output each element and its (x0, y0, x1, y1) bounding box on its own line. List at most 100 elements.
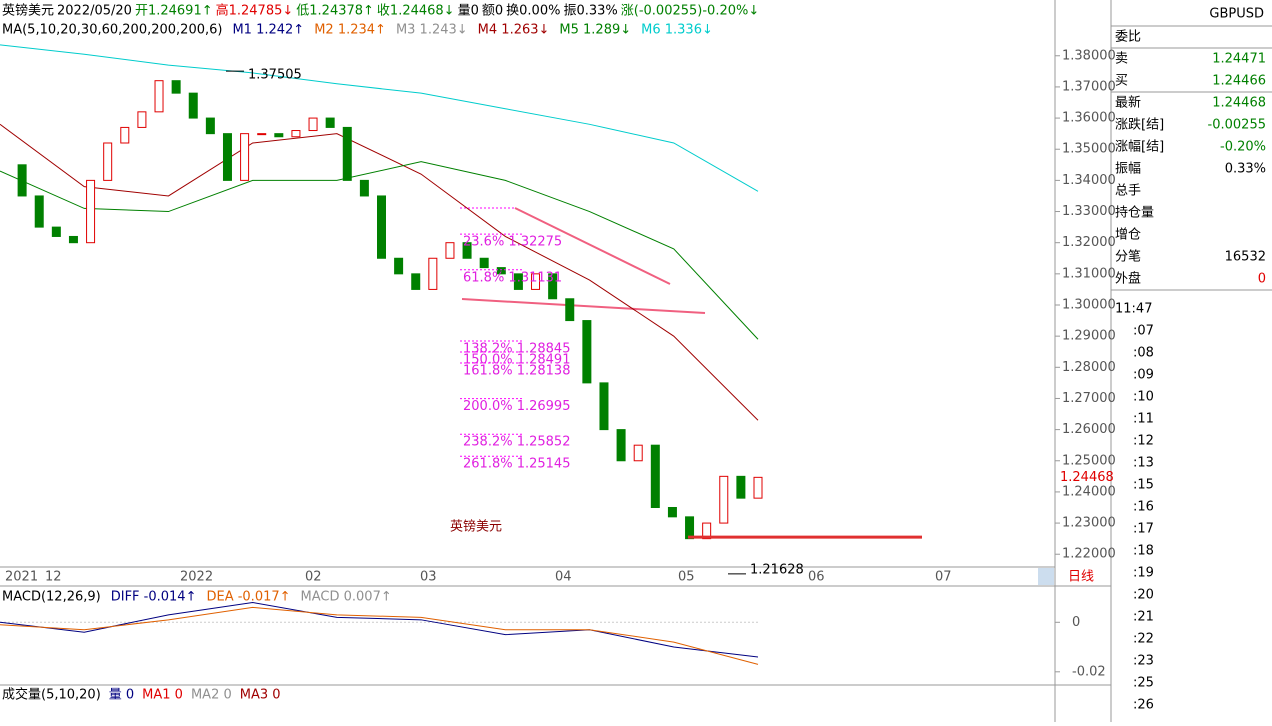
y-tick-label: 1.33000 (1062, 204, 1116, 219)
header-item: 低1.24378↑ (296, 4, 374, 19)
time: :07 (1133, 324, 1154, 339)
ma-legend-item: M5 1.289↓ (559, 23, 631, 38)
x-tick-label: 03 (420, 570, 437, 585)
candle (667, 506, 677, 518)
time: :13 (1133, 456, 1154, 471)
period[interactable]: 日线 (1068, 570, 1094, 585)
candle (342, 126, 352, 181)
trend-line (514, 207, 671, 285)
panel-label: 增仓 (1115, 228, 1141, 243)
macd-legend-item: MACD 0.007↑ (301, 590, 392, 605)
chart-title: 英镑美元 (450, 519, 502, 535)
candle (599, 382, 609, 431)
candle (51, 226, 61, 237)
panel-value: 1.24468 (1212, 96, 1266, 111)
ma-legend-item: M1 1.242↑ (232, 23, 304, 38)
panel-label: 持仓量 (1115, 206, 1154, 221)
panel-value: 1.24466 (1212, 74, 1266, 89)
candle (513, 273, 523, 290)
time: :22 (1133, 632, 1154, 647)
macd-legend-item: MACD(12,26,9) (2, 590, 101, 605)
header-item: 英镑美元 (2, 3, 54, 19)
candle (291, 130, 301, 138)
x-tick-label: 06 (808, 570, 825, 585)
fib-label: 150.0% 1.28491 (463, 353, 570, 368)
y-tick-label: 1.36000 (1062, 111, 1116, 126)
header-item: 振0.33% (563, 4, 617, 19)
fib-label: 238.2% 1.25852 (463, 435, 570, 450)
ma-line (0, 161, 759, 340)
candle (753, 476, 763, 499)
y-tick-label: 1.23000 (1062, 516, 1116, 531)
y-tick-label: 1.26000 (1062, 422, 1116, 437)
panel-value: 0 (1258, 272, 1266, 287)
high-label: 1.37505 (248, 68, 302, 83)
volume-legend-item: 成交量(5,10,20) (2, 687, 101, 703)
time: :23 (1133, 654, 1154, 669)
candle (394, 257, 404, 275)
panel-value: 16532 (1225, 250, 1266, 265)
time: :17 (1133, 522, 1154, 537)
candle (103, 142, 113, 181)
fib-label: 161.8% 1.28138 (463, 364, 570, 379)
header-item: 换0.00% (506, 4, 560, 19)
panel-label: 涨幅[结] (1115, 140, 1164, 155)
y-tick-label: 1.34000 (1062, 173, 1116, 188)
candle (274, 133, 284, 138)
candle (171, 80, 181, 94)
candle (496, 267, 506, 275)
candle (736, 475, 746, 499)
candle (325, 117, 335, 128)
x-tick-label: 04 (555, 570, 572, 585)
x-tick-label: 07 (935, 570, 952, 585)
header-item: 涨(-0.00255)-0.20%↓ (621, 4, 759, 19)
fib-label: 61.8% 1.31131 (463, 270, 562, 285)
x-tick-label: 02 (305, 570, 322, 585)
candle (531, 273, 541, 290)
candle (582, 320, 592, 384)
candle (702, 522, 712, 540)
y-tick-label: 1.28000 (1062, 360, 1116, 375)
y-tick-label: 1.24000 (1062, 484, 1116, 499)
x-tick-label: 12 (45, 570, 62, 585)
candle (685, 516, 695, 540)
candle (86, 179, 96, 244)
fib-label: 261.8% 1.25145 (463, 457, 570, 472)
ma-legend-item: M4 1.263↓ (478, 23, 550, 38)
scroll-button[interactable] (1038, 568, 1054, 585)
candle (633, 444, 643, 462)
candle (240, 133, 250, 181)
candle (719, 475, 729, 524)
time: :21 (1133, 610, 1154, 625)
candle (650, 444, 660, 508)
macd-line (0, 601, 759, 658)
fib-label: 200.0% 1.26995 (463, 399, 570, 414)
candle (616, 429, 626, 462)
header-item: 开1.24691↑ (135, 4, 213, 19)
panel-value: -0.00255 (1208, 118, 1266, 133)
volume-legend-item: 量 0 (109, 688, 134, 703)
time: :20 (1133, 588, 1154, 603)
panel-label: 总手 (1115, 184, 1141, 199)
ma-legend-item: M2 1.234↑ (314, 23, 386, 38)
x-tick-label: 2022 (180, 570, 213, 585)
candle (154, 80, 164, 113)
panel-label: 外盘 (1115, 271, 1141, 287)
candle (428, 257, 438, 290)
fib-label: 23.6% 1.32275 (463, 235, 562, 250)
header-item: 2022/05/20 (57, 4, 132, 19)
volume-legend-item: MA3 0 (240, 688, 281, 703)
time: :18 (1133, 544, 1154, 559)
ma-legend-item: M6 1.336↓ (641, 23, 713, 38)
panel-label: 分笔 (1115, 249, 1141, 265)
volume-legend-item: MA2 0 (191, 688, 232, 703)
y-tick-label: 1.30000 (1062, 297, 1116, 312)
time: :09 (1133, 368, 1154, 383)
candle (462, 242, 472, 259)
candle (188, 92, 198, 119)
panel-label: 卖 (1115, 52, 1128, 67)
panel-value: 1.24471 (1212, 52, 1266, 67)
panel-label: 振幅 (1115, 162, 1141, 177)
macd-tick-label: 0 (1072, 615, 1080, 630)
y-tick-label: 1.29000 (1062, 329, 1116, 344)
